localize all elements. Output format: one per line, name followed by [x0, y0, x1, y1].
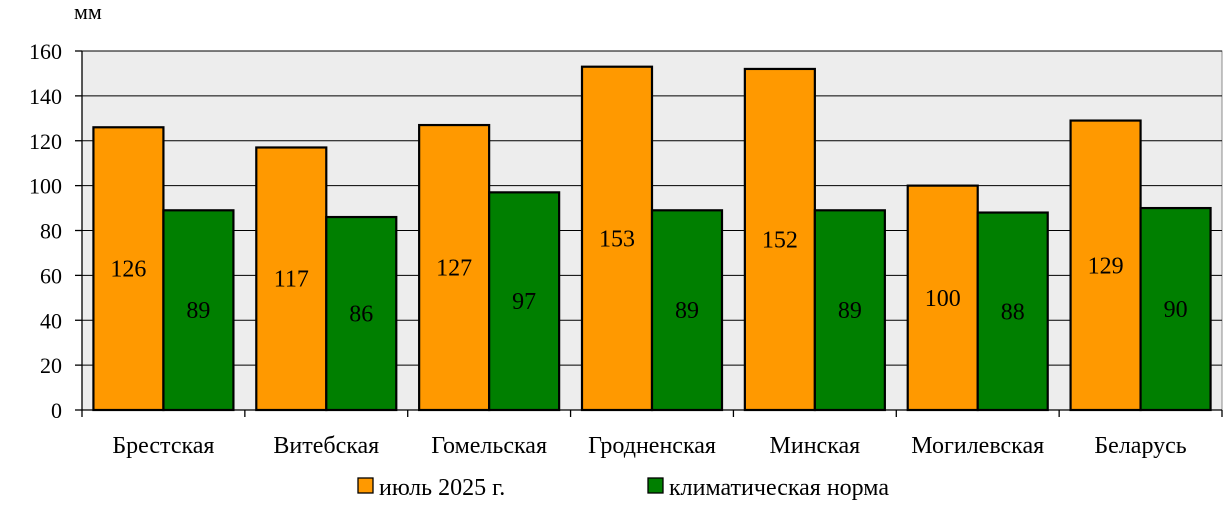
y-tick-label: 140: [29, 84, 62, 109]
bar-value-label: 152: [762, 227, 798, 253]
bar-value-label: 86: [349, 302, 373, 328]
legend: июль 2025 г. климатическая норма: [357, 475, 889, 501]
x-category-label: Брестская: [112, 433, 214, 459]
legend-label: июль 2025 г.: [379, 475, 505, 501]
bar-climate-norm: [488, 191, 561, 412]
bar-value-label: 100: [925, 286, 961, 312]
x-axis-ticks: Брестская Витебская Гомельская Гродненская М…: [81, 410, 1223, 459]
bar-value-label: 127: [436, 256, 472, 282]
y-tick-label: 20: [40, 353, 62, 378]
y-tick-label: 40: [40, 308, 62, 333]
bar-value-label: 88: [1001, 299, 1025, 325]
legend-swatch: [357, 477, 374, 494]
y-tick-label: 160: [29, 39, 62, 64]
legend-label: климатическая норма: [669, 475, 889, 501]
data-labels: 126 89 117 86 127 97 153 89 152 89 100 88 129 90: [110, 226, 1187, 327]
bar-climate-norm: [162, 209, 235, 412]
bar-climate-norm: [813, 209, 886, 412]
bar-climate-norm: [1139, 206, 1212, 412]
bar-value-label: 89: [838, 298, 862, 324]
bar-july-2025: [580, 65, 654, 412]
bar-value-label: 97: [512, 289, 536, 315]
bars: [92, 65, 1212, 412]
x-category-label: Гродненская: [588, 433, 716, 459]
y-tick-label: 80: [40, 219, 62, 244]
legend-swatch: [647, 477, 664, 494]
bar-value-label: 126: [110, 257, 146, 283]
bar-value-label: 117: [274, 267, 309, 293]
bar-value-label: 89: [186, 298, 210, 324]
y-axis-ticks: 0 20 40 60 80 100 120 140 160: [29, 39, 82, 423]
bar-value-label: 129: [1088, 253, 1124, 279]
x-category-label: Витебская: [273, 433, 379, 459]
x-category-label: Беларусь: [1094, 433, 1186, 459]
bar-value-label: 153: [599, 226, 635, 252]
y-tick-label: 120: [29, 129, 62, 154]
y-tick-label: 100: [29, 174, 62, 199]
y-axis-unit-label: мм: [74, 0, 102, 24]
x-category-label: Гомельская: [431, 433, 547, 459]
bar-july-2025: [1069, 119, 1142, 412]
y-tick-label: 60: [40, 263, 62, 288]
y-tick-label: 0: [51, 398, 62, 423]
bar-climate-norm: [325, 215, 398, 412]
bar-july-2025: [418, 123, 491, 412]
bar-value-label: 90: [1164, 297, 1188, 323]
x-category-label: Минская: [770, 433, 861, 459]
bar-value-label: 89: [675, 298, 699, 324]
x-category-label: Могилевская: [911, 433, 1044, 459]
